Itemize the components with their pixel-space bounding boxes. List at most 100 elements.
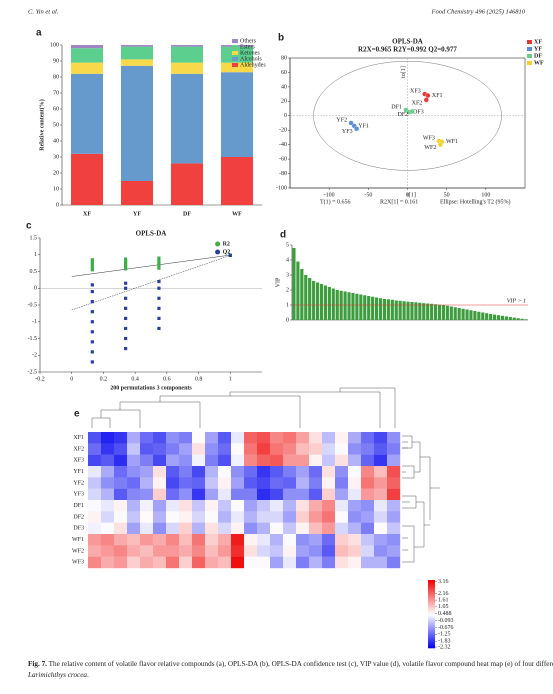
bar	[489, 314, 493, 320]
legend-label: Esters	[240, 44, 255, 50]
heat-cell	[244, 534, 258, 546]
heat-cell	[309, 522, 323, 535]
heat-cell	[244, 488, 258, 501]
heat-cell	[192, 511, 206, 523]
bar	[355, 293, 359, 320]
heat-cell	[127, 545, 141, 557]
heat-cell	[335, 556, 349, 569]
heat-cell	[114, 511, 128, 523]
heat-cell	[205, 556, 219, 569]
colorbar-step	[428, 589, 435, 592]
heat-cell	[322, 443, 336, 455]
bar	[461, 308, 465, 320]
bar	[449, 306, 453, 320]
heat-cell	[361, 466, 375, 478]
legend-label: Others	[240, 38, 257, 44]
heat-cell	[257, 534, 271, 546]
heat-cell	[322, 556, 336, 569]
heat-cell	[218, 534, 232, 546]
colorbar-step	[428, 634, 435, 637]
heat-cell	[257, 488, 271, 501]
colorbar-step	[428, 598, 435, 601]
heat-cell	[244, 443, 258, 455]
bar-segment	[221, 157, 253, 205]
heat-cell	[218, 443, 232, 455]
point	[124, 267, 128, 271]
bar-segment	[71, 45, 103, 49]
heat-cell	[88, 534, 102, 546]
heat-cell	[231, 488, 245, 501]
heat-cell	[192, 443, 206, 455]
y-tick-label: 1	[286, 302, 289, 308]
bar	[339, 290, 343, 320]
heat-cell	[322, 432, 336, 444]
heat-cell	[309, 545, 323, 557]
point	[90, 330, 94, 334]
legend-swatch	[527, 54, 532, 58]
y-tick-label: 30	[53, 154, 59, 160]
heat-cell	[140, 511, 154, 523]
heat-cell	[296, 466, 310, 478]
bar	[319, 284, 324, 320]
heat-cell	[348, 522, 362, 535]
y-tick-label: 20	[281, 99, 287, 105]
heat-cell	[231, 522, 245, 535]
heat-cell	[361, 488, 375, 501]
colorbar-step	[428, 625, 435, 628]
colorbar-label: -1.83	[438, 639, 451, 645]
heat-cell	[140, 545, 154, 557]
bar-segment	[221, 72, 253, 157]
chart-subtitle: R2X=0.965 R2Y=0.992 Q2=0.977	[358, 46, 457, 54]
bar-segment	[71, 153, 103, 205]
heat-cell	[270, 545, 284, 557]
heat-cell	[192, 432, 206, 444]
bar	[445, 305, 449, 320]
colorbar-step	[428, 632, 435, 635]
heat-cell	[231, 443, 245, 455]
heat-cell	[166, 477, 180, 489]
heat-cell	[192, 477, 206, 489]
colorbar-label: -2.32	[438, 644, 451, 650]
y-axis-label: to[1]	[401, 66, 407, 78]
heat-cell	[309, 500, 323, 512]
panel-label: c	[26, 221, 32, 232]
y-tick-label: 60	[281, 70, 287, 76]
heat-cell	[153, 556, 167, 569]
y-tick-label: 40	[53, 138, 59, 144]
caption-lead: Fig. 7.	[28, 660, 47, 668]
heat-cell	[140, 466, 154, 478]
heat-cell	[179, 545, 193, 557]
heat-cell	[101, 432, 115, 444]
point	[425, 93, 431, 99]
y-tick-label: -100	[276, 185, 287, 191]
bar-segment	[121, 45, 153, 47]
bar	[367, 296, 371, 320]
colorbar-step	[428, 595, 435, 599]
heat-cell	[361, 454, 375, 467]
bar	[457, 308, 461, 320]
x-tick-label: 0.6	[163, 376, 171, 382]
colorbar-label: 1.61	[438, 598, 449, 604]
colorbar-step	[428, 611, 435, 615]
heat-cell	[296, 500, 310, 512]
heat-cell	[387, 522, 401, 535]
heat-cell	[205, 545, 219, 557]
bar	[359, 294, 363, 320]
heat-cell	[387, 443, 401, 455]
heat-cell	[114, 466, 128, 478]
colorbar-step	[428, 629, 435, 633]
heat-cell	[348, 511, 362, 523]
heat-cell	[361, 556, 375, 569]
bar	[516, 318, 520, 320]
bar	[430, 303, 434, 320]
heat-cell	[88, 522, 102, 535]
point	[90, 258, 94, 262]
bar	[477, 311, 481, 320]
heat-cell	[374, 511, 388, 523]
point	[437, 142, 443, 148]
x-tick-label: 50	[444, 192, 450, 198]
heat-cell	[192, 466, 206, 478]
heat-cell	[361, 477, 375, 489]
dendrogram	[91, 387, 440, 563]
point	[124, 281, 128, 285]
